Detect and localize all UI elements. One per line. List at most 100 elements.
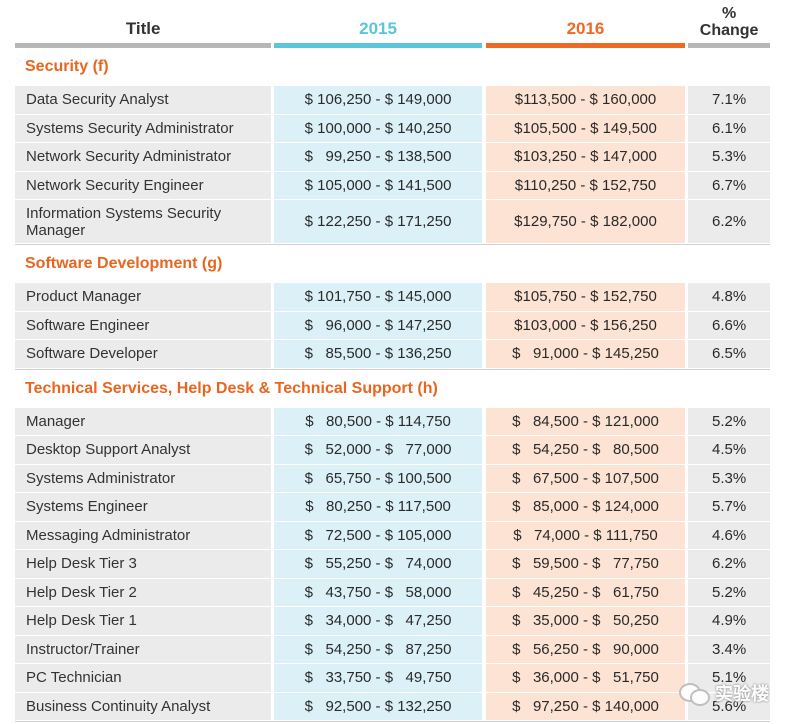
- row-title: Software Engineer: [15, 311, 272, 339]
- row-title: Network Security Administrator: [15, 143, 272, 171]
- row-title: Software Developer: [15, 340, 272, 368]
- row-salary-2016: $ 59,500 - $ 77,750: [485, 550, 686, 578]
- row-salary-2015: $ 106,250 - $ 149,000: [274, 86, 482, 114]
- row-percent-change: 6.6%: [688, 311, 770, 339]
- row-title: Desktop Support Analyst: [15, 436, 272, 464]
- table-body: Security (f) Data Security Analyst $ 106,2…: [15, 48, 770, 722]
- row-title: Systems Administrator: [15, 464, 272, 492]
- row-salary-2015: $ 105,000 - $ 141,500: [274, 171, 482, 199]
- row-percent-change: 3.4%: [688, 635, 770, 663]
- table-row: PC Technician $ 33,750 - $ 49,750 $ 36,000…: [15, 664, 770, 693]
- watermark: 实验楼: [679, 680, 769, 706]
- row-salary-2015: $ 96,000 - $ 147,250: [274, 311, 482, 339]
- row-title: Business Continuity Analyst: [15, 692, 272, 720]
- table-row: Systems Engineer $ 80,250 - $ 117,500 $ 85…: [15, 493, 770, 522]
- header-title: Title: [15, 0, 272, 48]
- row-title: PC Technician: [15, 664, 272, 692]
- row-title: Help Desk Tier 1: [15, 607, 272, 635]
- header-2015: 2015: [274, 0, 482, 48]
- header-change-label: % Change: [688, 5, 770, 39]
- table-row: Product Manager $ 101,750 - $ 145,000 $105…: [15, 283, 770, 312]
- row-title: Data Security Analyst: [15, 86, 272, 114]
- row-title: Help Desk Tier 2: [15, 578, 272, 606]
- row-salary-2016: $103,000 - $ 156,250: [485, 311, 686, 339]
- row-salary-2015: $ 92,500 - $ 132,250: [274, 692, 482, 720]
- row-salary-2016: $ 36,000 - $ 51,750: [485, 664, 686, 692]
- row-percent-change: 6.2%: [688, 550, 770, 578]
- row-salary-2016: $ 85,000 - $ 124,000: [485, 493, 686, 521]
- table-row: Instructor/Trainer $ 54,250 - $ 87,250 $ 5…: [15, 635, 770, 664]
- row-salary-2016: $ 35,000 - $ 50,250: [485, 607, 686, 635]
- header-2015-underline: [274, 43, 482, 48]
- row-salary-2016: $105,750 - $ 152,750: [485, 283, 686, 311]
- row-title: Manager: [15, 407, 272, 435]
- row-salary-2016: $ 45,250 - $ 61,750: [485, 578, 686, 606]
- row-salary-2015: $ 100,000 - $ 140,250: [274, 114, 482, 142]
- row-percent-change: 5.2%: [688, 407, 770, 435]
- table-row: Software Developer $ 85,500 - $ 136,250 $ …: [15, 340, 770, 369]
- row-salary-2016: $105,500 - $ 149,500: [485, 114, 686, 142]
- row-percent-change: 5.1%: [688, 664, 770, 692]
- header-title-label: Title: [125, 19, 161, 38]
- table-row: Help Desk Tier 1 $ 34,000 - $ 47,250 $ 35,…: [15, 607, 770, 636]
- row-salary-2015: $ 55,250 - $ 74,000: [274, 550, 482, 578]
- watermark-text: 实验楼: [715, 684, 769, 704]
- row-title: Systems Security Administrator: [15, 114, 272, 142]
- row-title: Information Systems Security Manager: [15, 200, 272, 243]
- row-percent-change: 5.7%: [688, 493, 770, 521]
- row-title: Network Security Engineer: [15, 171, 272, 199]
- row-salary-2016: $ 91,000 - $ 145,250: [485, 340, 686, 368]
- row-salary-2016: $129,750 - $ 182,000: [485, 200, 686, 243]
- section-header: Software Development (g): [25, 255, 223, 272]
- header-change: % Change: [688, 0, 770, 48]
- row-percent-change: 4.6%: [688, 521, 770, 549]
- header-2016: 2016: [485, 0, 686, 48]
- row-salary-2015: $ 122,250 - $ 171,250: [274, 200, 482, 243]
- row-salary-2016: $ 67,500 - $ 107,500: [485, 464, 686, 492]
- table-row: Systems Security Administrator $ 100,000 …: [15, 114, 770, 143]
- row-salary-2016: $110,250 - $ 152,750: [485, 171, 686, 199]
- row-title: Help Desk Tier 3: [15, 550, 272, 578]
- table-row: Help Desk Tier 3 $ 55,250 - $ 74,000 $ 59,…: [15, 550, 770, 579]
- row-salary-2015: $ 43,750 - $ 58,000: [274, 578, 482, 606]
- table-row: Help Desk Tier 2 $ 43,750 - $ 58,000 $ 45,…: [15, 578, 770, 607]
- table-row: Network Security Engineer $ 105,000 - $ 1…: [15, 171, 770, 200]
- header-2016-underline: [485, 43, 686, 48]
- table-row: Manager $ 80,500 - $ 114,750 $ 84,500 - $ …: [15, 407, 770, 436]
- row-salary-2015: $ 80,500 - $ 114,750: [274, 407, 482, 435]
- header-2015-label: 2015: [359, 19, 397, 38]
- section-header: Security (f): [25, 58, 109, 75]
- section-divider: [15, 244, 770, 245]
- row-salary-2015: $ 52,000 - $ 77,000: [274, 436, 482, 464]
- row-salary-2015: $ 72,500 - $ 105,000: [274, 521, 482, 549]
- table-row: Information Systems Security Manager $ 12…: [15, 200, 770, 244]
- header-change-line1: %: [721, 5, 737, 22]
- section-divider: [15, 721, 770, 722]
- row-percent-change: 6.1%: [688, 114, 770, 142]
- table-header: Title 2015 2016 % Change: [15, 0, 770, 48]
- section-divider: [15, 368, 770, 370]
- row-salary-2016: $113,500 - $ 160,000: [485, 86, 686, 114]
- table-row: Data Security Analyst $ 106,250 - $ 149,0…: [15, 86, 770, 115]
- row-percent-change: 5.2%: [688, 578, 770, 606]
- header-2016-label: 2016: [566, 19, 605, 38]
- row-percent-change: 5.3%: [688, 143, 770, 171]
- row-salary-2015: $ 101,750 - $ 145,000: [274, 283, 482, 311]
- row-salary-2015: $ 65,750 - $ 100,500: [274, 464, 482, 492]
- row-title: Product Manager: [15, 283, 272, 311]
- table-row: Network Security Administrator $ 99,250 -…: [15, 143, 770, 172]
- row-salary-2015: $ 54,250 - $ 87,250: [274, 635, 482, 663]
- row-salary-2016: $ 56,250 - $ 90,000: [485, 635, 686, 663]
- row-title: Systems Engineer: [15, 493, 272, 521]
- row-percent-change: 4.9%: [688, 607, 770, 635]
- table-row: Software Engineer $ 96,000 - $ 147,250 $10…: [15, 311, 770, 340]
- section-header: Technical Services, Help Desk & Technica…: [25, 379, 438, 397]
- row-percent-change: 6.7%: [688, 171, 770, 199]
- row-salary-2016: $103,250 - $ 147,000: [485, 143, 686, 171]
- table-row: Business Continuity Analyst $ 92,500 - $ …: [15, 692, 770, 721]
- row-salary-2016: $ 54,250 - $ 80,500: [485, 436, 686, 464]
- table-row: Systems Administrator $ 65,750 - $ 100,50…: [15, 464, 770, 493]
- row-title: Messaging Administrator: [15, 521, 272, 549]
- row-salary-2015: $ 99,250 - $ 138,500: [274, 143, 482, 171]
- row-percent-change: 4.5%: [688, 436, 770, 464]
